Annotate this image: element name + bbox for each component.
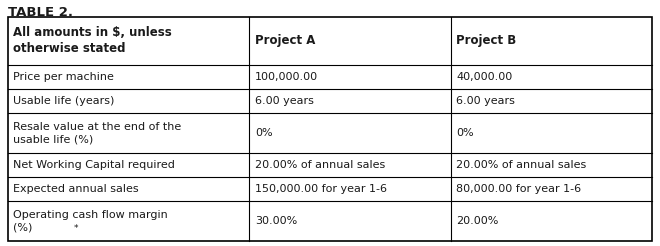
Text: 150,000.00 for year 1-6: 150,000.00 for year 1-6 [255, 184, 387, 194]
Text: Net Working Capital required: Net Working Capital required [13, 160, 175, 170]
Text: 20.00% of annual sales: 20.00% of annual sales [456, 160, 586, 170]
Text: 40,000.00: 40,000.00 [456, 72, 512, 82]
Text: 20.00%: 20.00% [456, 216, 498, 226]
Text: 80,000.00 for year 1-6: 80,000.00 for year 1-6 [456, 184, 581, 194]
Text: Operating cash flow margin
(%): Operating cash flow margin (%) [13, 210, 168, 232]
Text: *: * [74, 224, 79, 233]
Text: 6.00 years: 6.00 years [255, 96, 314, 106]
Text: 100,000.00: 100,000.00 [255, 72, 318, 82]
Text: Project B: Project B [456, 34, 516, 47]
Text: Expected annual sales: Expected annual sales [13, 184, 139, 194]
Text: Resale value at the end of the
usable life (%): Resale value at the end of the usable li… [13, 122, 182, 144]
Text: Project A: Project A [255, 34, 315, 47]
Text: Usable life (years): Usable life (years) [13, 96, 115, 106]
Text: 20.00% of annual sales: 20.00% of annual sales [255, 160, 385, 170]
Text: Price per machine: Price per machine [13, 72, 114, 82]
Text: 30.00%: 30.00% [255, 216, 297, 226]
Text: 0%: 0% [456, 128, 474, 138]
Text: 6.00 years: 6.00 years [456, 96, 515, 106]
Text: All amounts in $, unless
otherwise stated: All amounts in $, unless otherwise state… [13, 26, 172, 55]
Text: TABLE 2.: TABLE 2. [8, 6, 73, 19]
Text: 0%: 0% [255, 128, 273, 138]
